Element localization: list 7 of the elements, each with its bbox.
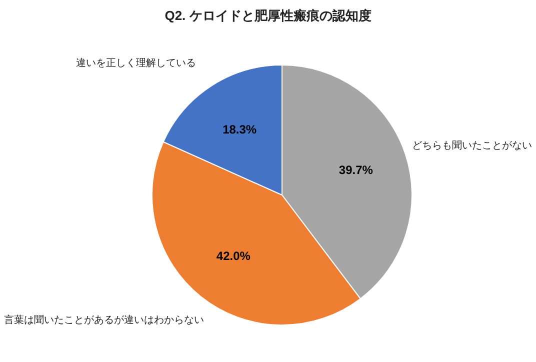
slice-label: どちらも聞いたことがない — [412, 140, 532, 152]
slice-label: 言葉は聞いたことがあるが違いはわからない — [4, 314, 204, 326]
data-label: 18.3% — [222, 122, 257, 137]
data-label: 42.0% — [216, 249, 251, 264]
chart-title: Q2. ケロイドと肥厚性瘢痕の認知度 — [164, 8, 372, 23]
slice-label: 違いを正しく理解している — [76, 56, 196, 69]
data-label: 39.7% — [338, 163, 374, 178]
